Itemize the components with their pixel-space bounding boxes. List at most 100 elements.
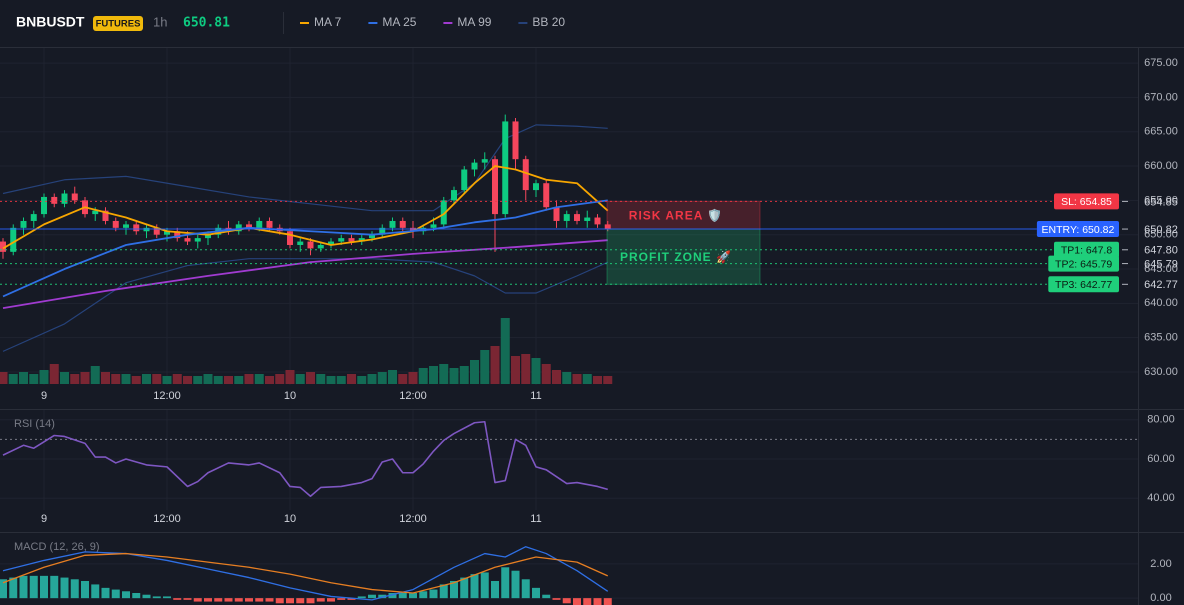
histogram-bar [409, 593, 417, 599]
volume-bar [213, 376, 223, 384]
level-value: 654.85 [1144, 196, 1178, 208]
histogram-bar [245, 598, 253, 602]
volume-bar [347, 374, 356, 384]
volume-bar [541, 364, 551, 384]
histogram-bar [316, 598, 325, 602]
legend-label[interactable]: MA 7 [314, 15, 342, 29]
interval[interactable]: 1h [153, 14, 167, 29]
histogram-bar [60, 577, 69, 599]
candle-body [481, 159, 488, 163]
volume-bar [582, 374, 592, 384]
histogram-bar [368, 594, 376, 599]
histogram-bar [255, 598, 264, 602]
candle-body [604, 224, 611, 230]
candle-body [153, 227, 160, 235]
volume-bar [388, 370, 397, 384]
x-tick-label: 12:00 [153, 390, 181, 402]
volume-bar [470, 360, 479, 384]
volume-bar [131, 376, 141, 384]
level-value: 642.77 [1144, 279, 1178, 291]
symbol[interactable]: BNBUSDT [16, 14, 85, 30]
volume-bar [459, 366, 469, 384]
candle-body [174, 231, 181, 239]
y-tick-label: 60.00 [1147, 453, 1175, 465]
candle-body [574, 214, 580, 221]
x-tick-label: 10 [284, 513, 296, 525]
histogram-bar [70, 579, 79, 599]
volume-bar [80, 372, 90, 384]
volume-bar [306, 372, 315, 384]
candle-body [194, 238, 201, 242]
volume-bar [511, 356, 520, 384]
histogram-bar [398, 593, 407, 599]
volume-bar [8, 374, 18, 384]
level-tag-label: ENTRY: 650.82 [1042, 224, 1115, 236]
bb-lower [2, 258, 608, 352]
volume-bar [439, 364, 449, 384]
histogram-bar [81, 581, 89, 599]
histogram-bar [19, 575, 28, 599]
volume-bar [121, 374, 131, 384]
volume-bar [142, 374, 151, 384]
y-tick-label: 665.00 [1144, 126, 1178, 138]
histogram-bar [286, 598, 294, 604]
histogram-bar [357, 596, 366, 599]
y-tick-label: 660.00 [1144, 160, 1178, 172]
level-value: 650.82 [1144, 224, 1178, 236]
level-tag [1048, 276, 1119, 293]
market-label: FUTURES [96, 19, 141, 30]
candle-body [522, 159, 529, 191]
y-tick-label: 0.00 [1150, 592, 1171, 604]
candle-body [338, 238, 345, 242]
legend-label[interactable]: BB 20 [532, 15, 565, 29]
histogram-bar [378, 594, 387, 599]
candle-body [30, 214, 37, 221]
volume-bar [531, 358, 541, 384]
volume-bar [193, 376, 203, 384]
legend-label[interactable]: MA 25 [382, 15, 416, 29]
candle-body [184, 238, 191, 242]
x-tick-label: 11 [530, 513, 541, 525]
volume-bar [480, 350, 490, 384]
candle-body [133, 224, 140, 232]
histogram-bar [337, 598, 346, 600]
volume-bar [152, 374, 162, 384]
histogram-bar [296, 598, 305, 604]
volume-bar [572, 374, 582, 384]
zone [606, 228, 761, 285]
volume-bar [29, 374, 39, 384]
last-price: 650.81 [183, 16, 230, 31]
histogram-bar [603, 598, 612, 605]
legend-label[interactable]: MA 99 [457, 15, 491, 29]
volume-bar [265, 376, 274, 384]
x-tick-label: 12:00 [399, 513, 427, 525]
level-value: 645.79 [1144, 258, 1178, 270]
x-tick-label: 9 [41, 513, 47, 525]
volume-bar [408, 372, 418, 384]
level-tag [1054, 193, 1119, 210]
volume-bar [429, 366, 438, 384]
histogram-bar [163, 596, 171, 599]
volume-bar [295, 374, 305, 384]
pane-title: RSI (14) [14, 418, 55, 430]
candle-body [0, 241, 6, 252]
level-value: 647.80 [1144, 245, 1178, 257]
y-tick-label: 670.00 [1144, 91, 1178, 103]
candle-body [61, 193, 68, 204]
histogram-bar [562, 598, 571, 604]
volume-bar [336, 376, 346, 384]
volume-bar [203, 374, 213, 384]
candle-body [256, 220, 263, 228]
volume-bar [418, 368, 428, 384]
candle-body [164, 231, 170, 235]
volume-bar [254, 374, 264, 384]
histogram-bar [593, 598, 602, 605]
histogram-bar [347, 598, 356, 600]
histogram-bar [573, 598, 581, 605]
histogram-bar [101, 587, 110, 599]
volume-bar [367, 374, 377, 384]
level-tag-label: TP1: 647.8 [1061, 245, 1113, 257]
histogram-bar [491, 581, 499, 599]
histogram-bar [265, 598, 274, 602]
